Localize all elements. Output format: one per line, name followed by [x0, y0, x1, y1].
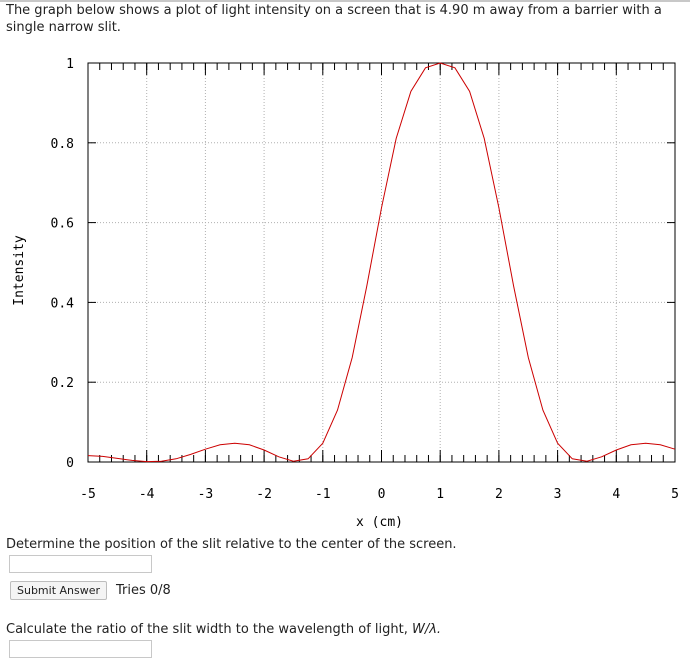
answer-field-2[interactable]	[9, 640, 152, 658]
x-tick-label: 3	[554, 487, 562, 502]
submit-answer-button[interactable]: Submit Answer	[10, 581, 108, 600]
problem-intro: The graph below shows a plot of light in…	[6, 3, 662, 35]
x-tick-labels: -5 -4 -3 -2 -1 0 1 2 3 4 5	[80, 487, 679, 502]
y-axis-label: Intensity	[12, 235, 27, 306]
x-tick-label: 1	[436, 487, 444, 502]
plot-frame	[87, 62, 676, 463]
grid	[88, 63, 675, 462]
question-2: Calculate the ratio of the slit width to…	[6, 622, 441, 637]
x-tick-label: -3	[198, 487, 214, 502]
answer-field-1[interactable]	[9, 555, 152, 573]
top-border	[0, 0, 690, 2]
tries-counter: Tries 0/8	[116, 583, 171, 598]
intensity-curve	[87, 62, 676, 463]
intensity-chart: -5 -4 -3 -2 -1 0 1 2 3 4 5 0 0.2 0.4 0.6 0.8 1 x (cm) I…	[12, 57, 679, 530]
x-tick-label: 2	[495, 487, 503, 502]
x-tick-label: 0	[378, 487, 386, 502]
question-2-text: Calculate the ratio of the slit width to…	[6, 622, 408, 637]
x-tick-label: -4	[139, 487, 155, 502]
y-tick-label: 0.4	[51, 296, 75, 311]
x-tick-label: -1	[315, 487, 331, 502]
x-tick-label: -5	[80, 487, 96, 502]
y-tick-labels: 0 0.2 0.4 0.6 0.8 1	[51, 57, 75, 471]
question-2-variable: W/λ.	[412, 622, 442, 637]
x-tick-label: -2	[256, 487, 272, 502]
x-axis-label: x (cm)	[356, 515, 403, 530]
y-tick-label: 0	[66, 456, 74, 471]
y-tick-label: 1	[66, 57, 74, 72]
x-tick-label: 4	[612, 487, 620, 502]
y-tick-label: 0.6	[51, 217, 74, 232]
y-tick-label: 0.8	[51, 137, 74, 152]
y-tick-label: 0.2	[51, 376, 74, 391]
question-1: Determine the position of the slit relat…	[6, 537, 457, 552]
x-tick-label: 5	[671, 487, 679, 502]
